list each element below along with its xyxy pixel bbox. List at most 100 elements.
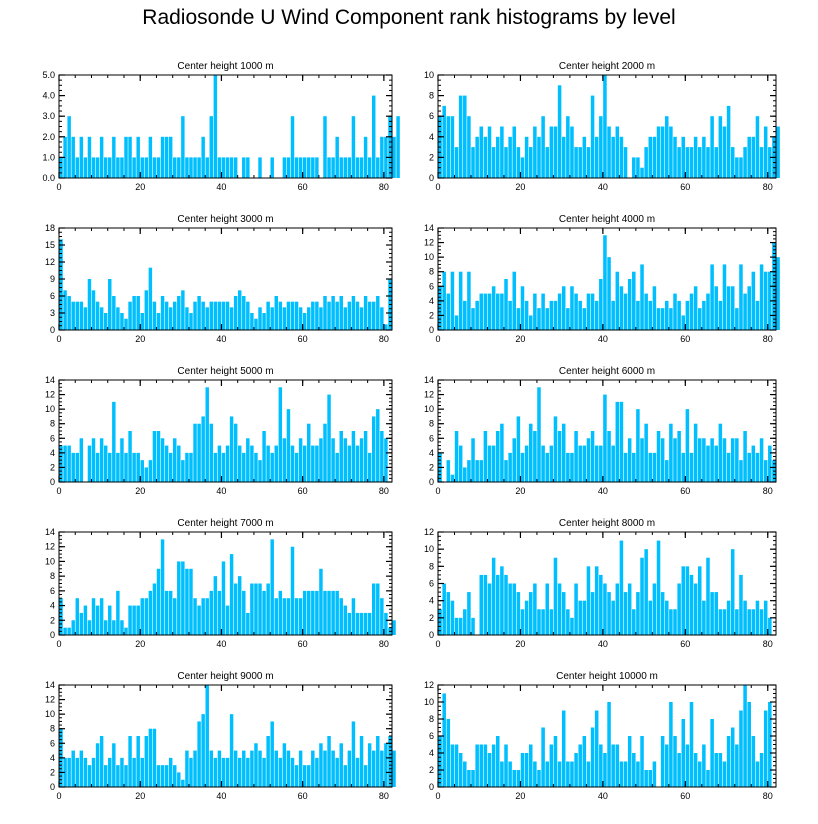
bar [347,157,352,178]
bar [747,286,751,330]
x-tick-label: 40 [598,639,608,649]
bar [246,157,250,178]
bar [185,307,189,330]
bar [615,401,620,482]
bar [590,293,595,330]
bar [213,75,218,178]
bar [164,765,169,787]
bar [294,765,299,787]
bar [229,714,234,787]
bar [331,296,335,330]
bar [487,445,492,482]
chart-title: Center height 7000 m [177,518,273,529]
bar [197,605,201,635]
bar [290,757,295,787]
bar [607,257,611,330]
bar [768,702,772,787]
bar [164,136,169,178]
bar [537,136,541,178]
x-tick-label: 20 [515,334,525,344]
bar [384,438,388,482]
bar [209,301,214,330]
bar [442,693,446,787]
bar [603,394,607,482]
bar [83,757,88,787]
bar [656,126,661,178]
x-tick-label: 80 [763,791,773,801]
bar [221,757,226,787]
bar [331,438,335,482]
bar [258,307,262,330]
bar [262,313,266,330]
page-title: Radiosonde U Wind Component rank histogr… [142,6,676,29]
bar [623,147,628,178]
bar [669,126,673,178]
bar [491,286,496,330]
bar [193,598,197,635]
bar [463,467,467,482]
bar [112,620,116,635]
bar [270,539,274,635]
x-tick-label: 80 [379,182,389,192]
bar [367,452,372,482]
bar [619,286,624,330]
bar [508,136,512,178]
bar [533,293,537,330]
y-tick-label: 12 [45,542,55,552]
bar [278,301,283,330]
bar [471,438,475,482]
bar [221,157,226,178]
bar [627,438,632,482]
bar [103,765,108,787]
bar [557,583,562,635]
bar [132,296,136,330]
bar [627,736,632,787]
bar [673,293,677,330]
bar [454,147,459,178]
bar [205,387,209,482]
bar [181,460,185,482]
bar [99,736,104,787]
bar [327,590,331,635]
bar [331,590,335,635]
bar [475,300,479,330]
y-tick-label: 6 [429,579,434,589]
bar [282,438,287,482]
x-tick-label: 40 [216,639,226,649]
bar [327,157,331,178]
y-tick-label: 0 [50,477,55,487]
bar [594,300,599,330]
bar [71,452,75,482]
bar [586,761,591,787]
bar [722,126,727,178]
bar [246,757,250,787]
bar [623,452,628,482]
bar [79,612,84,635]
y-tick-label: 8 [429,419,434,429]
bar [124,452,128,482]
bar [496,574,500,635]
bar [181,779,185,787]
bar [768,271,772,330]
bar [491,557,496,635]
bar [331,750,335,787]
bar [570,286,574,330]
bar [603,583,607,635]
bar [355,612,360,635]
bar [730,727,735,787]
bar [140,757,144,787]
bar [665,460,669,482]
x-tick-label: 80 [763,639,773,649]
bar [524,300,529,330]
bar [140,313,144,330]
bar [681,452,686,482]
bar [697,761,702,787]
bar [392,750,396,787]
bar [233,583,238,635]
bar [615,583,620,635]
bar [67,116,71,178]
bar [148,460,153,482]
bar [376,157,380,178]
bar [343,765,348,787]
